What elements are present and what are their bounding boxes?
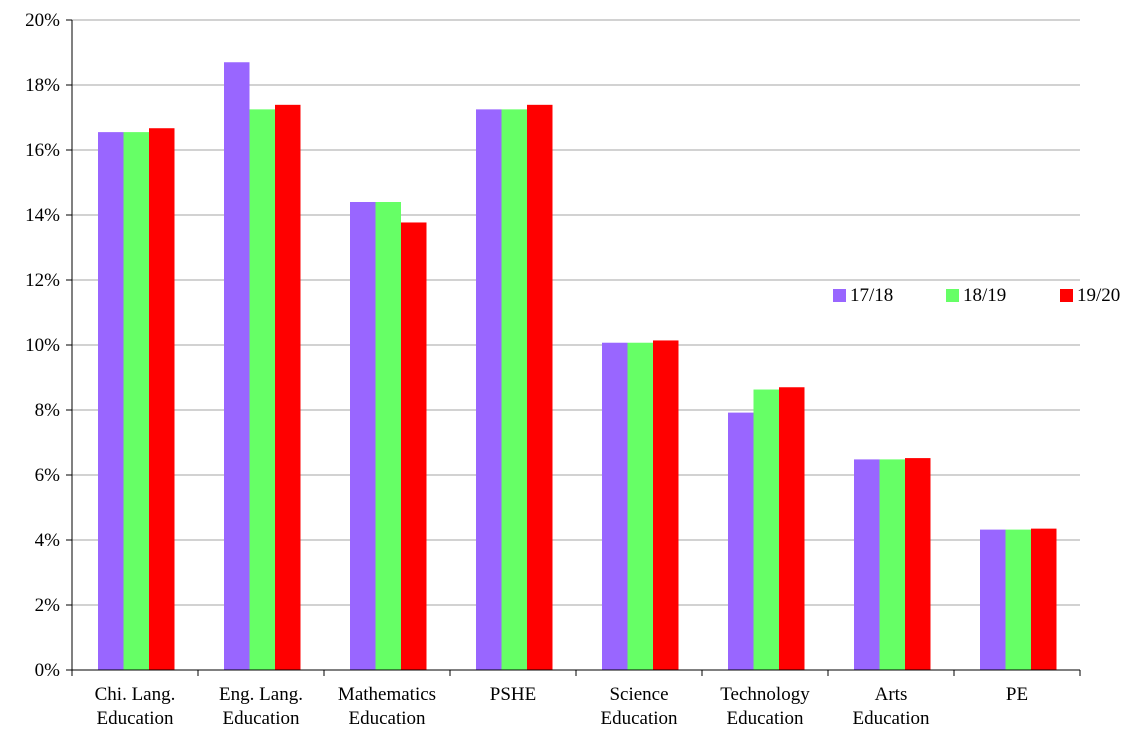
bar <box>401 222 427 670</box>
bar <box>1031 528 1057 670</box>
legend-swatch <box>833 289 846 302</box>
y-tick-label: 4% <box>35 530 61 551</box>
x-category-label: PSHE <box>490 684 536 705</box>
bar <box>653 340 679 670</box>
bar <box>501 109 527 670</box>
x-category-label: Arts Education <box>852 684 930 729</box>
bar <box>476 109 502 670</box>
x-axis-labels: Chi. Lang. Education Eng. Lang. Education Ma… <box>95 684 1028 729</box>
bar <box>854 459 880 670</box>
bar <box>275 104 301 670</box>
y-tick-label: 16% <box>25 140 60 161</box>
bar <box>728 412 754 670</box>
bars <box>98 62 1057 671</box>
x-category-label: PE <box>1006 684 1028 705</box>
legend-swatch <box>946 289 959 302</box>
y-tick-label: 20% <box>25 10 60 31</box>
bar <box>879 459 905 670</box>
bar <box>779 387 805 670</box>
bar <box>627 342 653 670</box>
bar <box>149 128 175 671</box>
bar <box>527 104 553 670</box>
y-tick-label: 8% <box>35 400 61 421</box>
bar <box>602 342 628 670</box>
y-tick-label: 14% <box>25 205 60 226</box>
bar <box>249 109 275 670</box>
legend-swatch <box>1060 289 1073 302</box>
y-tick-label: 2% <box>35 595 61 616</box>
bar <box>1005 529 1031 670</box>
bar <box>375 202 401 670</box>
x-category-label: Mathematics Education <box>338 684 436 729</box>
y-axis-ticks: 0% 2% 4% 6% 8% 10% 12% 14% 16% 18% 20% <box>25 10 72 681</box>
y-tick-label: 10% <box>25 335 60 356</box>
x-category-label: Technology Education <box>720 684 810 729</box>
bar <box>753 389 779 670</box>
bar <box>123 132 149 670</box>
bar <box>98 132 124 670</box>
y-tick-label: 12% <box>25 270 60 291</box>
x-category-label: Eng. Lang. Education <box>219 684 303 729</box>
y-tick-label: 0% <box>35 660 61 681</box>
bar <box>350 202 376 670</box>
bar <box>980 529 1006 670</box>
x-category-label: Science Education <box>600 684 678 729</box>
axes <box>66 20 1081 676</box>
y-tick-label: 18% <box>25 75 60 96</box>
y-tick-label: 6% <box>35 465 61 486</box>
bar <box>905 458 931 670</box>
bar <box>224 62 250 670</box>
x-category-label: Chi. Lang. Education <box>95 684 176 729</box>
legend-label: 19/20 <box>1077 285 1120 306</box>
legend-label: 18/19 <box>963 285 1006 306</box>
legend: 17/18 18/19 19/20 <box>833 285 1120 306</box>
legend-label: 17/18 <box>850 285 893 306</box>
